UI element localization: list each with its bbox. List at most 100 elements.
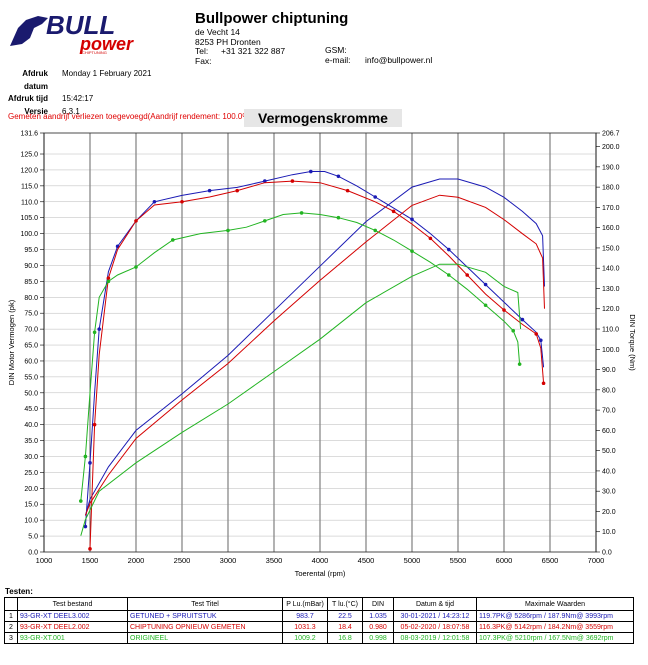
col-title-header: Test Titel: [127, 597, 283, 611]
y-left-tick-label: 131.6: [20, 131, 38, 138]
y-right-tick-label: 70.0: [602, 408, 616, 415]
power-marker: [373, 195, 378, 199]
col-temp-header: T lu.(°C): [327, 597, 363, 611]
y-left-tick-label: 15.0: [24, 502, 38, 509]
power-marker: [447, 273, 451, 277]
y-left-tick-label: 20.0: [24, 486, 38, 493]
x-axis-label: Toerental (rpm): [295, 569, 346, 578]
test-index: 1: [4, 610, 18, 622]
power-marker: [534, 332, 538, 336]
y-right-tick-label: 200.0: [602, 144, 620, 151]
print-time-label: Afdruk tijd: [8, 94, 48, 103]
col-max-header: Maximale Waarden: [476, 597, 634, 611]
power-curve: [84, 171, 545, 527]
test-din: 0.998: [362, 632, 394, 644]
y-left-tick-label: 25.0: [24, 470, 38, 477]
col-file-header: Test bestand: [17, 597, 128, 611]
x-tick-label: 4000: [312, 556, 329, 565]
torque-curve: [80, 263, 522, 536]
test-title: GETUNED + SPRUITSTUK: [127, 610, 283, 622]
svg-text:BULL: BULL: [46, 10, 115, 40]
x-tick-label: 4500: [358, 556, 375, 565]
y-left-tick-label: 65.0: [24, 343, 38, 350]
power-marker: [410, 217, 414, 222]
power-marker: [226, 228, 230, 233]
y-right-tick-label: 160.0: [602, 225, 620, 232]
svg-text:CHIPTUNING: CHIPTUNING: [82, 50, 107, 54]
y-left-tick-label: 50.0: [24, 390, 38, 397]
y-left-tick-label: 120.0: [20, 167, 38, 174]
test-temp: 16.8: [327, 632, 363, 644]
y-left-tick-label: 125.0: [20, 152, 38, 159]
address-line-1: de Vecht 14: [195, 27, 240, 37]
power-marker: [502, 308, 506, 312]
power-marker: [345, 188, 350, 193]
x-tick-label: 5500: [450, 556, 467, 565]
y-right-tick-label: 10.0: [602, 529, 616, 536]
power-marker: [171, 238, 175, 242]
power-marker: [373, 228, 378, 233]
y-right-tick-label: 110.0: [602, 327, 619, 334]
tests-table: Test bestand Test Titel P Lu.(mBar) T lu…: [4, 597, 634, 644]
power-marker: [106, 276, 111, 280]
test-title: ORIGINEEL: [127, 632, 283, 644]
power-marker: [511, 328, 515, 333]
y-right-tick-label: 30.0: [602, 489, 616, 496]
y-left-tick-label: 100.0: [20, 231, 38, 238]
x-tick-label: 2500: [174, 556, 191, 565]
power-marker: [309, 169, 313, 174]
power-marker: [83, 524, 88, 529]
y-left-tick-label: 45.0: [24, 406, 38, 413]
power-curve: [80, 212, 521, 502]
x-tick-label: 6000: [496, 556, 513, 565]
power-chart: 1000 1500 2000 2500 3000 3500 4000 4500 5000 5500…: [7, 131, 637, 579]
y-right-tick-label: 170.0: [602, 205, 620, 212]
y-left-tick-label: 85.0: [24, 279, 38, 286]
power-marker: [92, 330, 97, 335]
print-date-label: Afdruk datum: [22, 69, 48, 91]
test-date: 30-01-2021 / 14:23:12: [393, 610, 477, 622]
torque-curve: [84, 194, 545, 516]
test-din: 1.035: [362, 610, 394, 622]
y-right-tick-label: 120.0: [602, 306, 620, 313]
y-right-tick-label: 80.0: [602, 387, 616, 394]
bullpower-logo: BULL power CHIPTUNING: [10, 10, 134, 54]
test-index: 2: [4, 621, 18, 633]
contact-block: GSM: e-mail: info@bullpower.nl: [325, 45, 432, 65]
print-meta: Afdruk datum Monday 1 February 2021 Afdru…: [0, 68, 151, 118]
power-marker: [263, 179, 267, 183]
test-file: 93-GR-XT DEEL3.002: [17, 610, 128, 622]
print-time-value: 15:42:17: [62, 94, 94, 103]
power-marker: [447, 247, 451, 252]
svg-text:power: power: [79, 34, 134, 54]
power-marker: [134, 265, 138, 269]
power-marker: [483, 303, 488, 308]
test-temp: 22.5: [327, 610, 363, 622]
y-left-tick-label: 10.0: [24, 518, 38, 525]
y-right-tick-label: 150.0: [602, 245, 620, 252]
y-left-tick-label: 115.0: [21, 183, 38, 190]
power-marker: [541, 381, 546, 386]
y-right-tick-label: 180.0: [602, 185, 620, 192]
fax-label: Fax:: [195, 55, 212, 66]
x-tick-label: 2000: [128, 556, 145, 565]
y-left-tick-label: 55.0: [24, 374, 38, 381]
email-label: e-mail:: [325, 54, 351, 65]
power-marker: [539, 338, 543, 343]
tests-label: Testen:: [5, 587, 33, 596]
address-line-2: 8253 PH Dronten: [195, 36, 261, 47]
chart-subtitle: Gemeten aandrijf verliezen toegevoegd(Aa…: [8, 112, 253, 121]
test-file: 93-GR-XT DEEL2.002: [17, 621, 128, 633]
y-right-tick-label: 20.0: [602, 509, 616, 516]
power-marker: [336, 174, 341, 179]
y-left-tick-label: 35.0: [24, 438, 38, 445]
power-marker: [88, 547, 92, 551]
y-left-tick-label: 0.0: [28, 550, 38, 557]
y-left-tick-label: 105.0: [20, 215, 38, 222]
col-date-header: Datum & tijd: [393, 597, 477, 611]
x-tick-label: 3000: [220, 556, 237, 565]
test-title: CHIPTUNING OPNIEUW GEMETEN: [127, 621, 283, 633]
power-marker: [79, 499, 83, 503]
y-left-tick-label: 75.0: [24, 311, 38, 318]
version-label: Versie: [24, 106, 48, 116]
